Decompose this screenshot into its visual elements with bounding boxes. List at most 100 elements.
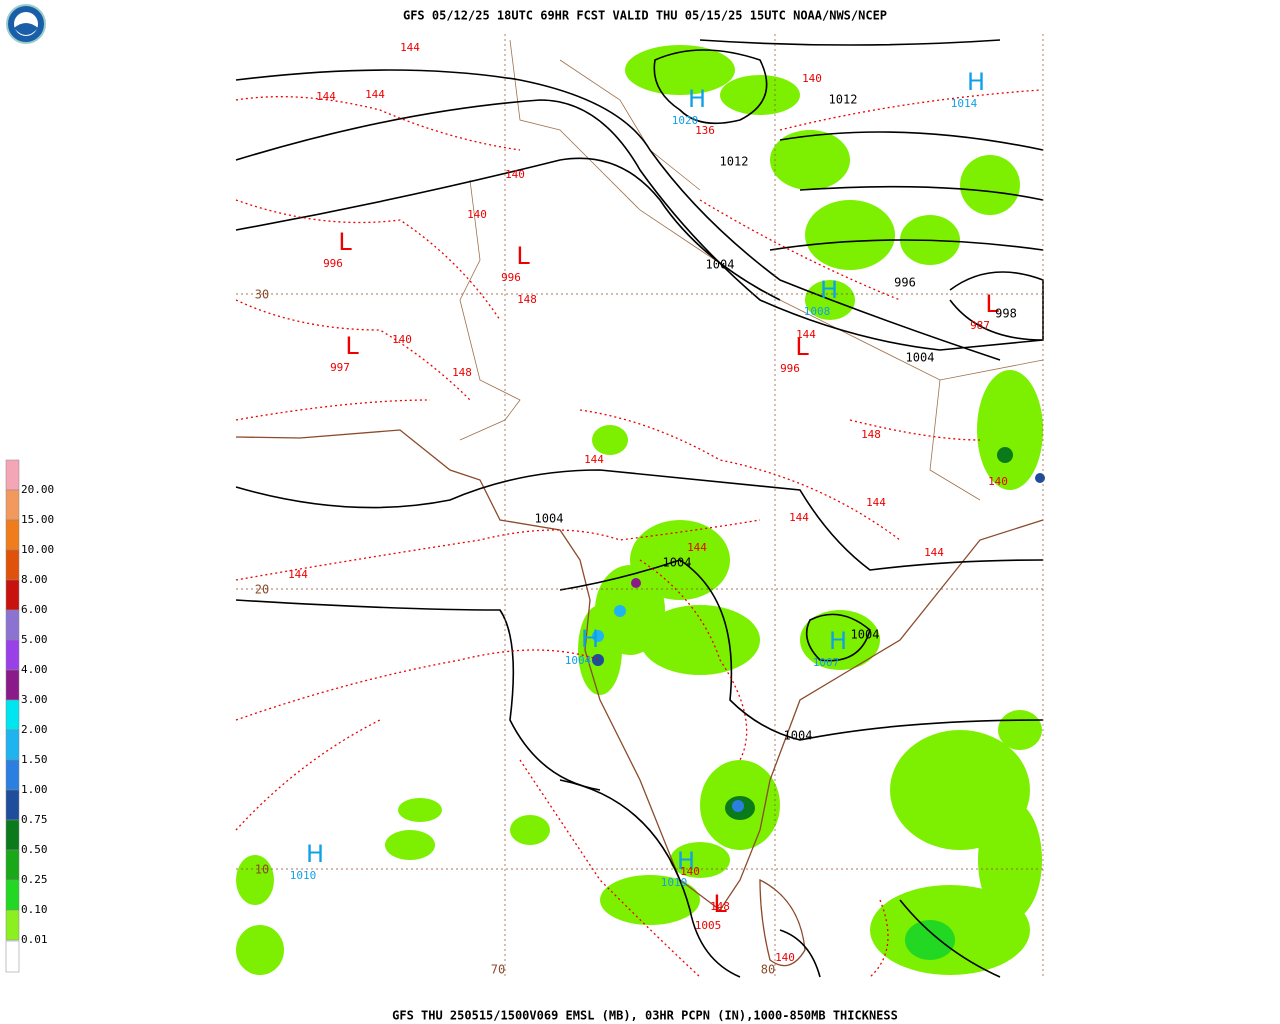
legend-label: 0.01 <box>21 933 48 946</box>
thickness-label: 140 <box>802 72 822 85</box>
thickness-label: 144 <box>400 41 420 54</box>
thickness-label: 140 <box>467 208 487 221</box>
grid-label: 80 <box>761 963 775 977</box>
map-frame <box>235 34 1045 978</box>
legend-label: 10.00 <box>21 543 54 556</box>
legend-label: 15.00 <box>21 513 54 526</box>
legend-label: 4.00 <box>21 663 48 676</box>
center-value: 1020 <box>672 114 699 127</box>
pressure-center: H <box>306 840 324 868</box>
pressure-center: L <box>713 890 727 918</box>
thickness-label: 144 <box>789 511 809 524</box>
legend-box <box>5 729 20 761</box>
pressure-center: L <box>338 228 352 256</box>
isobar-label: 1012 <box>829 93 858 107</box>
precip-areas <box>236 45 1043 975</box>
pressure-center: H <box>967 68 985 96</box>
isobar-label: 1004 <box>851 628 880 642</box>
thickness-label: 148 <box>861 428 881 441</box>
thickness-label: 144 <box>365 88 385 101</box>
center-value: 997 <box>330 361 350 374</box>
legend-label: 0.25 <box>21 873 48 886</box>
isobar-label: 1004 <box>706 258 735 272</box>
legend-box <box>5 579 20 611</box>
pressure-center: L <box>516 242 530 270</box>
thickness-label: 140 <box>680 865 700 878</box>
pressure-center: L <box>985 290 999 318</box>
coastlines <box>235 429 1044 967</box>
legend-label: 0.10 <box>21 903 48 916</box>
legend-box <box>5 609 20 641</box>
legend-label: 1.00 <box>21 783 48 796</box>
isobar-label: 1012 <box>720 155 749 169</box>
grid-label: 30 <box>255 288 269 302</box>
thickness-label: 140 <box>392 333 412 346</box>
isobars <box>235 39 1044 978</box>
legend-box <box>5 489 20 521</box>
legend-box <box>5 849 20 881</box>
legend-box <box>5 699 20 731</box>
thickness-label: 136 <box>695 124 715 137</box>
isobar-label: 1004 <box>535 512 564 526</box>
isobar-label: 1004 <box>663 556 692 570</box>
pressure-center: H <box>688 85 706 113</box>
legend-label: 1.50 <box>21 753 48 766</box>
thickness-label: 148 <box>710 900 730 913</box>
legend-label: 20.00 <box>21 483 54 496</box>
legend-box <box>5 789 20 821</box>
pressure-center: H <box>820 276 838 304</box>
thickness-label: 144 <box>866 496 886 509</box>
pressure-center: H <box>581 625 599 653</box>
legend-label: 5.00 <box>21 633 48 646</box>
thickness-label: 140 <box>505 168 525 181</box>
legend-box <box>5 549 20 581</box>
isobar-label: 1004 <box>784 729 813 743</box>
isobar-label: 1004 <box>906 351 935 365</box>
thickness-label: 144 <box>288 568 308 581</box>
thickness-contours <box>235 89 1041 978</box>
thickness-label: 144 <box>924 546 944 559</box>
legend-box <box>5 879 20 911</box>
center-value: 1008 <box>804 305 831 318</box>
legend-box <box>5 819 20 851</box>
thickness-label: 148 <box>517 293 537 306</box>
legend-box <box>5 669 20 701</box>
center-value: 996 <box>501 271 521 284</box>
legend-label: 8.00 <box>21 573 48 586</box>
center-value: 1004 <box>565 654 592 667</box>
thickness-label: 140 <box>775 951 795 964</box>
thickness-label: 144 <box>796 328 816 341</box>
isobar-label: 998 <box>995 307 1017 321</box>
pressure-center: H <box>677 847 695 875</box>
thickness-label: 144 <box>316 90 336 103</box>
thickness-label: 144 <box>584 453 604 466</box>
map-caption: GFS THU 250515/1500V069 EMSL (MB), 03HR … <box>392 1009 898 1023</box>
legend-label: 0.50 <box>21 843 48 856</box>
center-value: 996 <box>323 257 343 270</box>
legend-label: 2.00 <box>21 723 48 736</box>
pressure-center: L <box>345 332 359 360</box>
thickness-label: 148 <box>452 366 472 379</box>
color-legend: 20.00 15.00 10.00 8.00 6.00 5.00 4.00 3.00 2.00 1… <box>5 459 54 973</box>
grid-label: 10 <box>255 863 269 877</box>
center-value: 1014 <box>951 97 978 110</box>
noaa-logo <box>6 4 46 44</box>
legend-box <box>5 639 20 671</box>
center-value: 1007 <box>813 656 840 669</box>
center-value: 996 <box>780 362 800 375</box>
center-value: 987 <box>970 319 990 332</box>
isobar-label: 996 <box>894 276 916 290</box>
legend-label: 6.00 <box>21 603 48 616</box>
pressure-center: H <box>829 627 847 655</box>
thickness-label: 140 <box>988 475 1008 488</box>
center-value: 1010 <box>290 869 317 882</box>
legend-box <box>5 759 20 791</box>
grid-label: 20 <box>255 583 269 597</box>
center-value: 1005 <box>695 919 722 932</box>
pressure-center: L <box>795 333 809 361</box>
legend-box <box>5 519 20 551</box>
grid-label: 70 <box>491 963 505 977</box>
legend-box <box>5 940 20 973</box>
